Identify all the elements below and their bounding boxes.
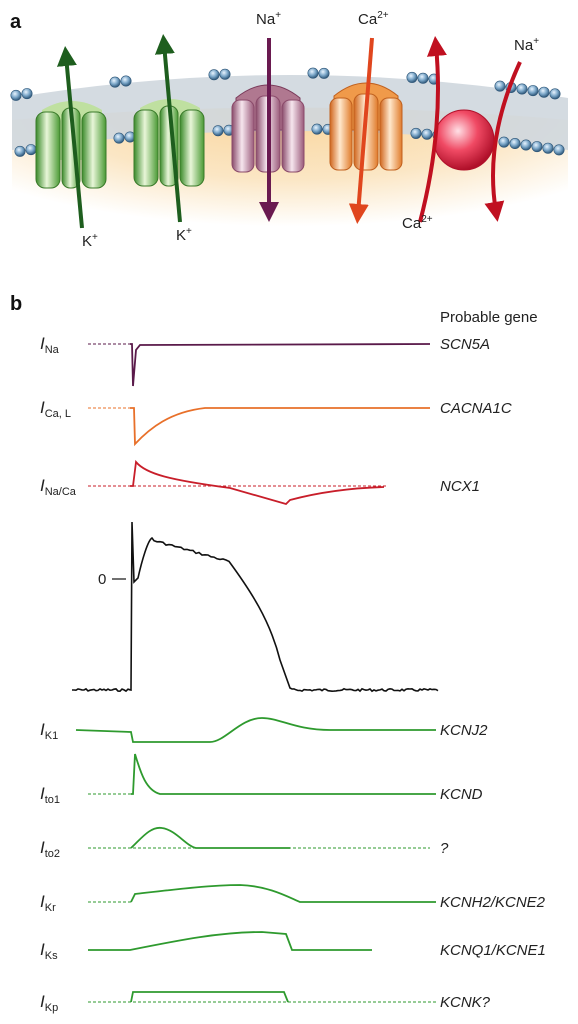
lipid-head-outer xyxy=(406,71,418,83)
gene-label-ical: CACNA1C xyxy=(440,400,512,417)
trace-iks xyxy=(88,931,372,951)
current-label-ical: ICa, L xyxy=(40,398,71,420)
gene-label-ikp: KCNK? xyxy=(440,994,491,1011)
lipid-head-outer xyxy=(494,80,506,92)
lipid-head-inner xyxy=(421,128,433,140)
gene-label-ina: SCN5A xyxy=(440,336,490,353)
lipid-head-outer xyxy=(318,67,330,79)
current-label-ikr: IKr xyxy=(40,892,56,914)
na-ca-exchanger xyxy=(433,109,495,171)
current-label-iks: IKs xyxy=(40,940,58,962)
probable-gene-header: Probable gene xyxy=(440,309,538,326)
gene-label-ito1: KCND xyxy=(440,786,483,803)
current-label-ina: INa xyxy=(40,334,60,356)
lipid-head-outer xyxy=(527,85,539,97)
lipid-head-outer xyxy=(307,67,319,79)
current-traces: INa SCN5A ICa, L CACNA1C INa/Ca NCX1 IK1 KCNJ2 I… xyxy=(40,334,546,1014)
k-label-left: K+ xyxy=(82,232,98,250)
trace-ik1 xyxy=(75,717,436,743)
k-efflux-arrow-left xyxy=(56,46,84,229)
na-label-exchanger: Na+ xyxy=(514,36,539,54)
gene-label-inaca: NCX1 xyxy=(440,478,480,495)
gene-label-ikr: KCNH2/KCNE2 xyxy=(440,894,546,911)
na-entry-arrow xyxy=(484,61,522,222)
trace-ito1 xyxy=(131,753,436,795)
lipid-head-outer xyxy=(516,83,528,95)
lipid-head-outer xyxy=(417,72,429,84)
action-potential: 0 xyxy=(72,521,439,693)
lipid-head-outer xyxy=(21,88,33,100)
lipid-head-outer xyxy=(120,75,132,87)
ca-label-channel: Ca2+ xyxy=(358,10,389,28)
lipid-head-inner xyxy=(410,127,422,139)
action-potential-trace xyxy=(72,521,439,693)
lipid-head-outer xyxy=(549,88,561,100)
lipid-head-inner xyxy=(311,123,323,135)
current-label-ik1: IK1 xyxy=(40,720,58,742)
lipid-head-inner xyxy=(25,144,37,156)
lipid-head-inner xyxy=(509,138,521,150)
lipid-head-inner xyxy=(531,141,543,153)
membrane-diagram: K+ K+ Na+ Ca2+ Na+ Ca2+ xyxy=(10,10,568,278)
trace-ical xyxy=(130,407,430,447)
gene-label-ito2: ? xyxy=(440,840,449,857)
lipid-head-inner xyxy=(212,125,224,137)
lipid-head-inner xyxy=(14,145,26,157)
k-label-right: K+ xyxy=(176,226,192,244)
panel-a-label: a xyxy=(10,11,22,33)
gene-label-iks: KCNQ1/KCNE1 xyxy=(440,942,546,959)
panel-b-label: b xyxy=(10,293,22,315)
k-efflux-arrow-right xyxy=(154,34,182,223)
gene-label-ik1: KCNJ2 xyxy=(440,722,488,739)
lipid-head-outer xyxy=(538,86,550,98)
current-label-ikp: IKp xyxy=(40,992,58,1014)
na-label-channel: Na+ xyxy=(256,10,281,28)
current-label-ito2: Ito2 xyxy=(40,838,60,860)
current-label-inaca: INa/Ca xyxy=(40,476,77,498)
trace-ina xyxy=(130,343,431,387)
ca-influx-arrow xyxy=(348,37,374,224)
current-label-ito1: Ito1 xyxy=(40,784,60,806)
lipid-head-inner xyxy=(542,142,554,154)
ca-label-exchanger: Ca2+ xyxy=(402,214,433,232)
lipid-head-inner xyxy=(113,132,125,144)
zero-mv-label: 0 xyxy=(98,571,106,588)
trace-ikr xyxy=(130,884,436,903)
lipid-head-inner xyxy=(498,136,510,148)
k-channel-left xyxy=(35,101,107,189)
lipid-head-outer xyxy=(10,89,22,101)
lipid-head-outer xyxy=(208,69,220,81)
trace-ito2 xyxy=(130,827,290,849)
lipid-head-inner xyxy=(553,144,565,156)
ca-extrusion-arrow xyxy=(418,36,447,223)
lipid-head-inner xyxy=(520,139,532,151)
trace-ikp xyxy=(130,991,289,1003)
trace-inaca xyxy=(130,459,385,506)
lipid-head-outer xyxy=(219,68,231,80)
lipid-head-outer xyxy=(109,76,121,88)
